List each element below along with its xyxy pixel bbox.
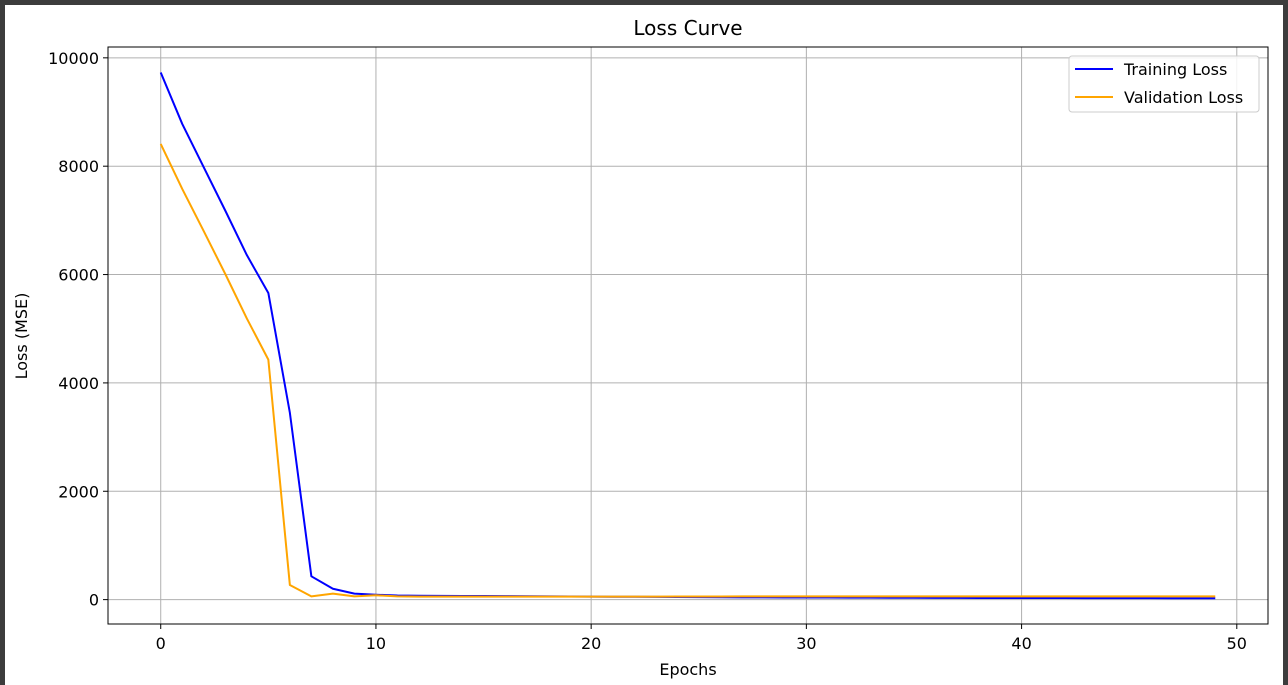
axis-ticks: 0 10 20 30 40 50 0 2000 4000 6000 8000 10000 <box>48 49 1247 653</box>
x-tick-label: 20 <box>581 634 601 653</box>
grid <box>108 47 1268 624</box>
x-tick-label: 40 <box>1011 634 1031 653</box>
plot-frame <box>107 46 1269 625</box>
x-tick-label: 0 <box>156 634 166 653</box>
y-tick-label: 0 <box>89 591 99 610</box>
y-tick-label: 6000 <box>58 266 99 285</box>
legend-label-validation-loss: Validation Loss <box>1124 88 1243 107</box>
legend-box <box>1068 55 1260 113</box>
x-tick-label: 10 <box>366 634 386 653</box>
y-tick-label: 2000 <box>58 482 99 501</box>
legend: Training Loss Validation Loss <box>1068 55 1260 113</box>
legend-label-training-loss: Training Loss <box>1123 60 1227 79</box>
figure: 0 10 20 30 40 50 0 2000 4000 6000 8000 10000 Loss C… <box>5 5 1283 685</box>
chart-title: Loss Curve <box>633 16 742 40</box>
y-tick-label: 8000 <box>58 157 99 176</box>
y-tick-label: 10000 <box>48 49 99 68</box>
series-lines <box>159 72 1216 600</box>
x-axis-label: Epochs <box>659 660 716 679</box>
y-tick-label: 4000 <box>58 374 99 393</box>
y-axis-label: Loss (MSE) <box>12 293 31 380</box>
x-tick-label: 30 <box>796 634 816 653</box>
series-line-training-loss <box>159 72 1216 600</box>
loss-chart: 0 10 20 30 40 50 0 2000 4000 6000 8000 10000 Loss C… <box>12 16 1269 679</box>
series-line-validation-loss <box>159 143 1216 598</box>
x-tick-label: 50 <box>1227 634 1247 653</box>
